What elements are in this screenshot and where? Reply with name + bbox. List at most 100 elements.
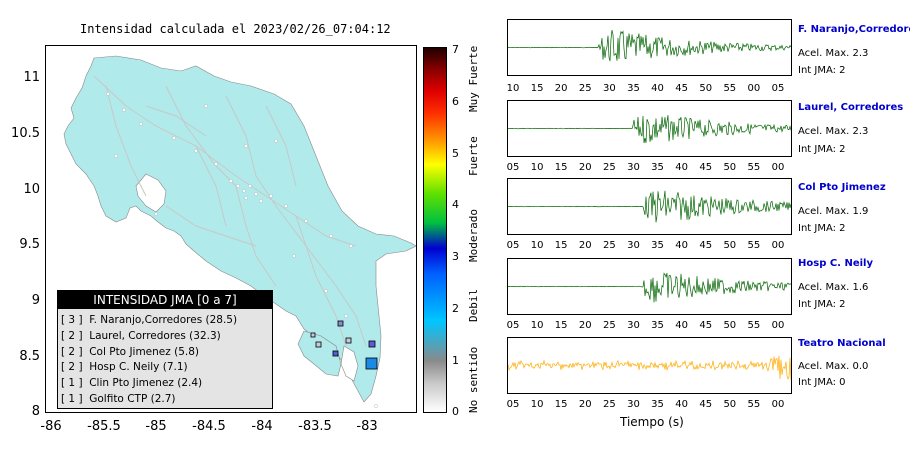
colorbar-tick: 2 (452, 302, 459, 315)
waveform-tick: 25 (602, 399, 616, 410)
intensity-colorbar (423, 47, 447, 413)
category-no-sentido: No sentido (467, 346, 480, 413)
waveform-tick: 10 (530, 399, 544, 410)
waveform-tick: 30 (602, 83, 616, 94)
waveform-time-axis: 05 10 15 20 25 30 35 40 45 50 55 00 (507, 240, 790, 254)
waveform-tick: 20 (578, 162, 592, 173)
waveform-tick: 55 (723, 83, 737, 94)
waveform-panel[interactable] (507, 19, 792, 76)
waveform-tick: 40 (675, 162, 688, 173)
station-accel: Acel. Max. 1.9 (798, 206, 869, 217)
waveform-tick: 45 (699, 399, 713, 410)
waveform-tick: 05 (506, 162, 520, 173)
waveform-tick: 25 (602, 240, 616, 251)
station-name: Laurel, Corredores (798, 102, 904, 113)
waveform-tick: 35 (627, 83, 640, 94)
x-tick: -85.5 (87, 419, 121, 434)
colorbar-tick: 1 (452, 354, 459, 367)
waveform-tick: 50 (699, 83, 713, 94)
waveform-tick: 05 (506, 320, 520, 331)
legend-item: [ 1 ] Clin Pto Jimenez (2.4) (61, 377, 203, 390)
waveform-line (508, 30, 792, 62)
waveform-tick: 50 (723, 399, 737, 410)
x-tick: -83.5 (298, 419, 332, 434)
waveform-panel[interactable] (507, 178, 792, 235)
waveform-tick: 55 (747, 240, 761, 251)
waveform-tick: 20 (578, 320, 592, 331)
waveform-tick: 00 (771, 399, 785, 410)
station-name: Hosp C. Neily (798, 258, 873, 269)
waveform-tick: 40 (651, 83, 664, 94)
waveform-trace (508, 30, 792, 62)
waveform-tick: 10 (530, 240, 544, 251)
colorbar-tick: 6 (452, 95, 459, 108)
x-tick: -85 (145, 419, 167, 434)
town-markers (106, 92, 378, 408)
waveform-tick: 25 (578, 83, 592, 94)
waveform-tick: 45 (699, 162, 713, 173)
waveform-tick: 35 (651, 399, 664, 410)
waveform-panel[interactable] (507, 100, 792, 157)
station-accel: Acel. Max. 2.3 (798, 48, 869, 59)
waveform-tick: 50 (723, 240, 737, 251)
station-jma: Int JMA: 0 (798, 377, 846, 388)
station-clin-pto-jimenez (315, 341, 322, 348)
waveform-tick: 15 (554, 240, 568, 251)
waveform-tick: 40 (675, 240, 688, 251)
legend-item: [ 2 ] Hosp C. Neily (7.1) (61, 361, 188, 374)
category-debil: Debil (467, 288, 480, 322)
waveform-tick: 15 (554, 399, 568, 410)
station-accel: Acel. Max. 2.3 (798, 126, 869, 137)
gulf-nicoya (135, 173, 167, 213)
y-tick: 8 (31, 404, 40, 419)
waveform-tick: 05 (506, 399, 520, 410)
legend-item: [ 2 ] Laurel, Corredores (32.3) (61, 329, 221, 342)
map-svg (63, 55, 416, 408)
waveform-tick: 20 (578, 399, 592, 410)
waveform-time-axis: 10 15 20 25 30 35 40 45 50 55 00 05 (507, 83, 790, 97)
waveform-tick: 15 (530, 83, 544, 94)
waveform-tick: 35 (651, 320, 664, 331)
waveform-time-axis: 05 10 15 20 25 30 35 40 45 50 55 00 (507, 399, 790, 413)
waveform-tick: 35 (651, 240, 664, 251)
waveform-tick: 30 (627, 162, 640, 173)
y-tick: 10.5 (11, 126, 40, 141)
waveform-xlabel: Tiempo (s) (620, 415, 684, 429)
waveform-time-axis: 05 10 15 20 25 30 35 40 45 50 55 00 (507, 320, 790, 334)
land-polygon (63, 55, 416, 403)
waveform-tick: 55 (747, 320, 761, 331)
legend-title: INTENSIDAD JMA [0 a 7] (58, 291, 272, 309)
waveform-tick: 20 (554, 83, 568, 94)
colorbar-tick: 3 (452, 250, 459, 263)
station-golfito (345, 337, 352, 344)
waveform-panel[interactable] (507, 337, 792, 394)
station-jma: Int JMA: 2 (798, 65, 846, 76)
waveform-tick: 55 (747, 162, 761, 173)
station-jma: Int JMA: 2 (798, 299, 846, 310)
category-fuerte: Fuerte (467, 136, 480, 176)
y-tick: 9.5 (19, 237, 40, 252)
legend-list: [ 3 ] F. Naranjo,Corredores (28.5) [ 2 ]… (61, 313, 272, 408)
legend-item: [ 1 ] Golfito CTP (2.7) (61, 392, 176, 405)
waveform-tick: 00 (747, 83, 761, 94)
station-jma: Int JMA: 2 (798, 144, 846, 155)
station-name: F. Naranjo,Corredores (798, 24, 910, 35)
waveform-tick: 45 (699, 240, 713, 251)
waveform-tick: 30 (627, 320, 640, 331)
waveform-panel[interactable] (507, 258, 792, 315)
station-extra (310, 332, 316, 338)
waveform-tick: 00 (771, 320, 785, 331)
waveform-trace (507, 272, 792, 303)
waveform-line (507, 355, 792, 380)
intensity-stations (310, 320, 378, 370)
osa-peninsula (297, 330, 342, 377)
y-tick: 11 (23, 70, 40, 85)
waveform-tick: 20 (578, 240, 592, 251)
road-network (93, 75, 367, 347)
colorbar-tick: 5 (452, 147, 459, 160)
y-tick: 8.5 (19, 349, 40, 364)
waveform-tick: 50 (723, 320, 737, 331)
station-jma: Int JMA: 2 (798, 223, 846, 234)
waveform-line (507, 190, 792, 223)
y-tick: 10 (23, 182, 40, 197)
